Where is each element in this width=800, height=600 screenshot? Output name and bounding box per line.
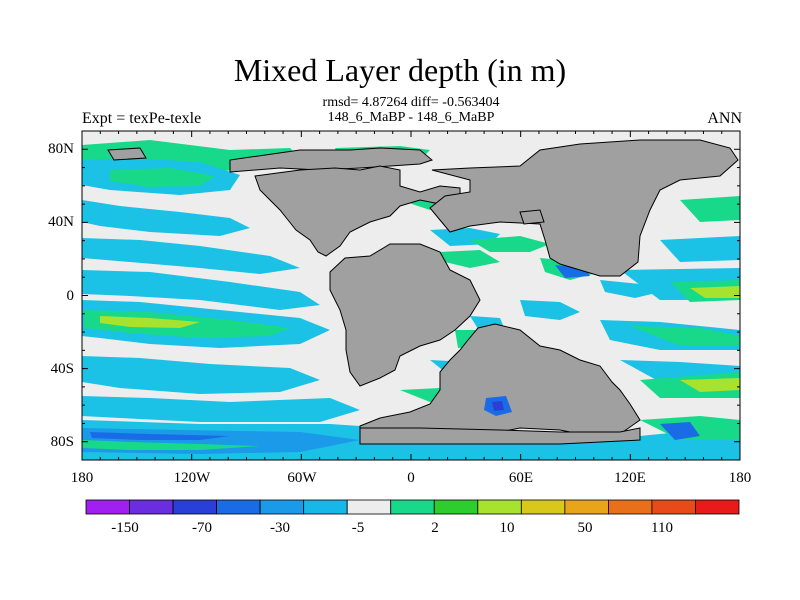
colorbar-swatch (85, 499, 130, 515)
x-tick-label: 60W (287, 470, 317, 486)
x-axis-labels: 180 120W 60W 0 60E 120E 180 (71, 470, 752, 486)
colorbar-labels: -150 -70 -30 -5 2 10 50 110 (111, 520, 673, 536)
land-islet-1 (107, 147, 147, 161)
colorbar-label: 50 (578, 520, 593, 536)
land-africa (329, 243, 481, 387)
land-masses (107, 139, 739, 445)
y-tick-label: 40N (48, 214, 74, 230)
colorbar-swatch (651, 499, 696, 515)
x-tick-label: 120W (174, 470, 212, 486)
colorbar-label: 10 (500, 520, 515, 536)
axis-ticks (81, 130, 741, 461)
stats-block: rmsd= 4.87264 diff= -0.563404 148_6_MaBP… (0, 95, 800, 125)
colorbar-label: -150 (111, 520, 139, 536)
experiment-label: Expt = texPe-texle (82, 110, 202, 127)
colorbar-swatch (520, 499, 566, 515)
colorbar-label: 110 (651, 520, 673, 536)
experiment-pair-label: 148_6_MaBP - 148_6_MaBP (327, 110, 495, 125)
y-tick-label: 80S (51, 434, 74, 450)
x-tick-label: 180 (71, 470, 94, 486)
land-antarctic-strip (359, 427, 641, 445)
colorbar-swatch (346, 499, 392, 515)
x-tick-label: 120E (614, 470, 646, 486)
colorbar-swatch (477, 499, 522, 515)
period-label: ANN (707, 110, 742, 127)
y-tick-label: 80N (48, 141, 74, 157)
colorbar-swatch (129, 499, 174, 515)
land-eurasia (429, 139, 739, 277)
land-north-america (254, 165, 461, 257)
x-tick-label: 180 (729, 470, 752, 486)
colorbar-label: -30 (270, 520, 290, 536)
colorbar-swatch (564, 499, 609, 515)
colorbar-swatch (259, 499, 305, 515)
colorbar-swatch (695, 499, 740, 515)
map-field (82, 131, 740, 460)
colorbar-label: 2 (431, 520, 439, 536)
colorbar-swatch (172, 499, 217, 515)
y-tick-label: 40S (51, 361, 74, 377)
colorbar-label: -5 (352, 520, 365, 536)
map-title: Mixed Layer depth (in m) (233, 52, 567, 88)
colorbar-swatch (608, 499, 653, 515)
y-tick-label: 0 (67, 288, 75, 304)
land-islet-2 (519, 209, 545, 225)
x-tick-label: 60E (509, 470, 533, 486)
colorbar-swatch (216, 499, 261, 515)
colorbar (85, 499, 740, 515)
colorbar-swatch (303, 499, 348, 515)
colorbar-swatch (433, 499, 479, 515)
rmsd-diff-label: rmsd= 4.87264 diff= -0.563404 (322, 95, 500, 110)
colorbar-label: -70 (192, 520, 212, 536)
x-tick-label: 0 (407, 470, 415, 486)
anomaly-core-south (492, 401, 504, 411)
colorbar-swatch (390, 499, 435, 515)
y-axis-labels: 80N 40N 0 40S 80S (48, 141, 74, 450)
